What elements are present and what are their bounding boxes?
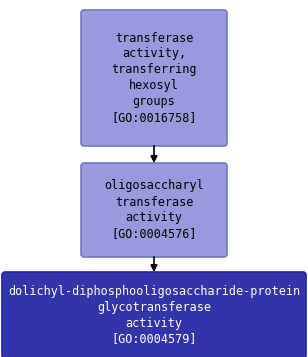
Text: transferase
activity,
transferring
hexosyl
groups
[GO:0016758]: transferase activity, transferring hexos… <box>111 31 197 125</box>
FancyBboxPatch shape <box>2 272 306 357</box>
Text: oligosaccharyl
transferase
activity
[GO:0004576]: oligosaccharyl transferase activity [GO:… <box>104 180 204 241</box>
FancyBboxPatch shape <box>81 163 227 257</box>
FancyBboxPatch shape <box>81 10 227 146</box>
Text: dolichyl-diphosphooligosaccharide-protein
glycotransferase
activity
[GO:0004579]: dolichyl-diphosphooligosaccharide-protei… <box>8 285 300 346</box>
